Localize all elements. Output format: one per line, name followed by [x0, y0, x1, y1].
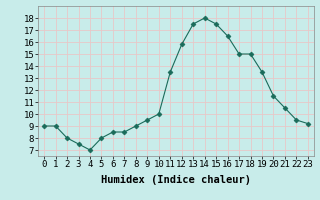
X-axis label: Humidex (Indice chaleur): Humidex (Indice chaleur): [101, 175, 251, 185]
